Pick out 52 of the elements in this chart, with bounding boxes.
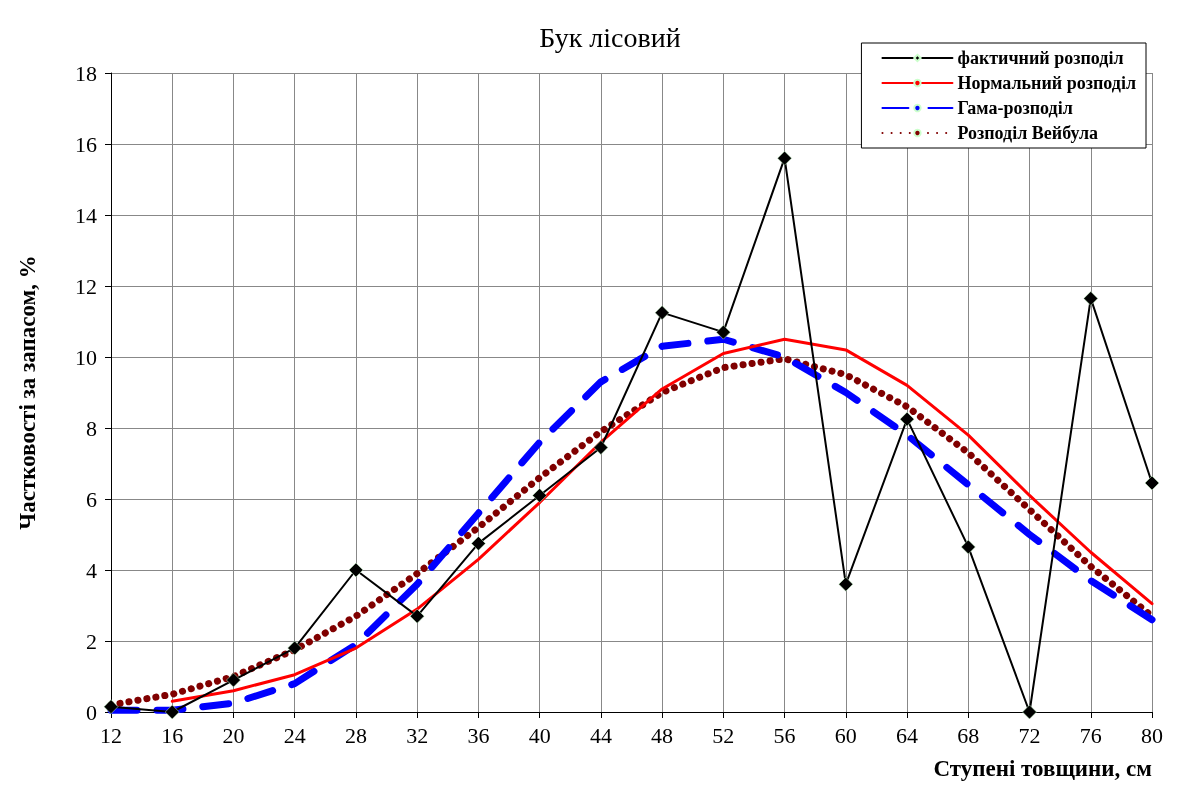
x-tick-label: 64 xyxy=(896,722,919,748)
x-tick-label: 24 xyxy=(283,722,306,748)
x-tick-label: 68 xyxy=(957,722,980,748)
legend-label: Нормальний розподіл xyxy=(957,73,1137,93)
y-axis-title: Частковості за запасом, % xyxy=(15,255,40,530)
chart-title: Бук лісовий xyxy=(539,21,681,53)
legend-label: Гама-розподіл xyxy=(957,98,1073,118)
legend-label: фактичний розподіл xyxy=(957,48,1124,68)
x-tick-label: 60 xyxy=(834,722,857,748)
legend-label: Розподіл Вейбула xyxy=(957,123,1099,143)
point xyxy=(348,562,364,578)
point xyxy=(1144,475,1160,491)
y-tick-label: 12 xyxy=(75,273,97,299)
point xyxy=(1083,291,1099,306)
point xyxy=(1022,704,1037,720)
x-tick-label: 72 xyxy=(1018,722,1041,748)
y-tick-label: 0 xyxy=(86,699,97,725)
point xyxy=(961,539,976,555)
y-tick-label: 14 xyxy=(75,202,97,228)
point xyxy=(777,150,792,166)
x-tick-label: 56 xyxy=(773,722,796,748)
point xyxy=(409,608,425,624)
point xyxy=(899,411,915,427)
point xyxy=(226,672,241,688)
point xyxy=(103,699,119,714)
y-tick-label: 4 xyxy=(86,557,97,583)
x-tick-label: 80 xyxy=(1141,722,1163,748)
point xyxy=(654,305,670,320)
point xyxy=(838,576,854,592)
y-tick-label: 2 xyxy=(86,628,97,654)
y-tick-label: 8 xyxy=(86,415,97,441)
point xyxy=(593,440,609,455)
x-tick-label: 52 xyxy=(712,722,735,748)
point xyxy=(532,488,547,503)
x-tick-label: 32 xyxy=(406,722,429,748)
x-axis-title: Ступені товщини, см xyxy=(933,756,1152,781)
point xyxy=(164,704,180,720)
x-tick-label: 28 xyxy=(344,722,367,748)
x-tick-label: 20 xyxy=(222,722,245,748)
point xyxy=(471,536,486,551)
y-tick-label: 6 xyxy=(86,486,97,512)
point xyxy=(716,324,731,340)
x-tick-label: 76 xyxy=(1079,722,1102,748)
y-tick-label: 18 xyxy=(75,60,97,86)
x-tick-label: 16 xyxy=(161,722,184,748)
y-tick-label: 16 xyxy=(75,131,97,157)
x-tick-label: 36 xyxy=(467,722,490,748)
point xyxy=(287,640,302,656)
y-tick-label: 10 xyxy=(75,344,97,370)
x-tick-label: 44 xyxy=(589,722,612,748)
x-tick-label: 48 xyxy=(651,722,674,748)
x-tick-label: 40 xyxy=(528,722,551,748)
